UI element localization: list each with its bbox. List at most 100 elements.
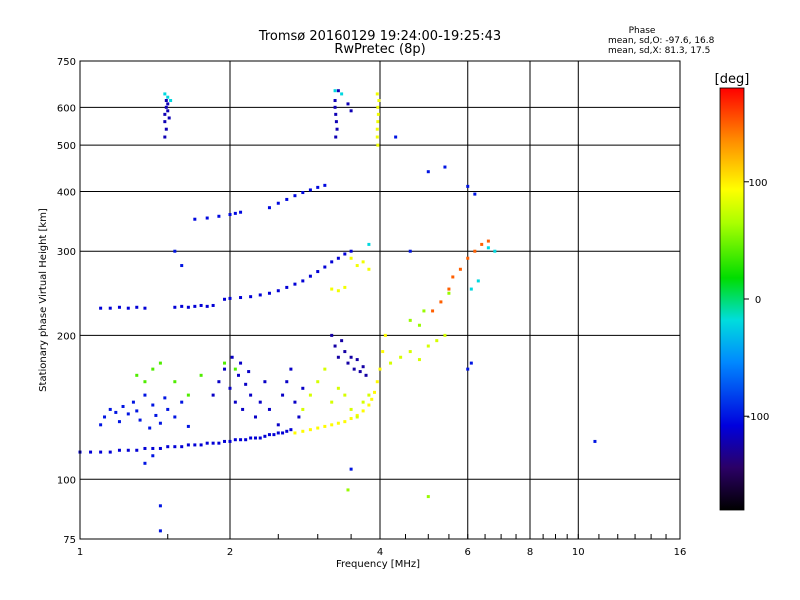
data-point xyxy=(267,433,271,437)
data-point xyxy=(323,265,327,269)
data-point xyxy=(180,400,184,404)
data-point xyxy=(293,194,297,198)
data-point xyxy=(343,350,347,354)
data-point xyxy=(163,396,167,400)
data-point xyxy=(228,296,232,300)
data-point xyxy=(223,367,227,371)
data-point xyxy=(330,260,334,264)
data-point xyxy=(163,120,167,124)
data-point xyxy=(333,99,337,103)
data-point xyxy=(355,415,359,419)
data-point xyxy=(223,297,227,301)
data-point xyxy=(193,304,197,308)
data-point xyxy=(336,256,340,260)
data-point xyxy=(199,373,203,377)
data-point xyxy=(447,287,451,291)
data-point xyxy=(253,436,257,440)
data-point xyxy=(389,361,393,365)
data-point xyxy=(108,450,112,454)
data-point xyxy=(228,386,232,390)
data-point xyxy=(163,92,167,96)
data-point xyxy=(180,445,184,449)
data-point xyxy=(217,214,221,218)
data-point xyxy=(199,443,203,447)
data-point xyxy=(289,428,293,432)
data-point xyxy=(272,433,276,437)
data-point xyxy=(334,112,338,116)
data-point xyxy=(166,407,170,411)
data-points xyxy=(78,89,597,533)
data-point xyxy=(316,185,320,189)
y-tick-label: 100 xyxy=(57,475,76,486)
data-point xyxy=(323,367,327,371)
data-point xyxy=(316,426,320,430)
data-point xyxy=(473,192,477,196)
phase-info-x: mean, sd,X: 81.3, 17.5 xyxy=(608,46,710,56)
data-point xyxy=(138,418,142,422)
data-point xyxy=(422,309,426,313)
data-point xyxy=(199,303,203,307)
data-point xyxy=(346,102,350,106)
colorbar-ticks: 100 0 -100 xyxy=(744,178,769,423)
data-point xyxy=(466,256,470,260)
data-point xyxy=(143,461,147,465)
data-point xyxy=(285,380,289,384)
data-point xyxy=(158,504,162,508)
data-point xyxy=(131,400,135,404)
data-point xyxy=(148,426,152,430)
data-point xyxy=(223,361,227,365)
data-point xyxy=(370,397,374,401)
data-point xyxy=(205,304,209,308)
data-point xyxy=(493,249,497,253)
data-point xyxy=(334,120,338,124)
data-point xyxy=(228,213,232,217)
data-point xyxy=(276,201,280,205)
data-point xyxy=(343,420,347,424)
data-point xyxy=(373,390,377,394)
data-point xyxy=(486,239,490,243)
data-point xyxy=(361,400,365,404)
data-point xyxy=(258,400,262,404)
data-point xyxy=(355,413,359,417)
y-tick-label: 400 xyxy=(57,187,76,198)
data-point xyxy=(469,287,473,291)
y-tick-label: 75 xyxy=(63,535,76,546)
y-tick-label: 600 xyxy=(57,103,76,114)
y-tick-label: 500 xyxy=(57,141,76,152)
data-point xyxy=(375,380,379,384)
data-point xyxy=(166,109,170,113)
data-point xyxy=(451,275,455,279)
data-point xyxy=(375,135,379,139)
data-point xyxy=(431,309,435,313)
data-point xyxy=(205,441,209,445)
data-point xyxy=(285,429,289,433)
data-point xyxy=(447,291,451,295)
data-point xyxy=(399,355,403,359)
data-point xyxy=(349,109,353,113)
data-point xyxy=(383,333,387,337)
data-point xyxy=(186,424,190,428)
data-point xyxy=(253,415,257,419)
data-point xyxy=(126,306,130,310)
data-point xyxy=(276,431,280,435)
data-point xyxy=(166,95,170,99)
data-point xyxy=(233,400,237,404)
data-point xyxy=(336,89,340,93)
data-point xyxy=(466,184,470,188)
data-point xyxy=(186,305,190,309)
data-point xyxy=(154,413,158,417)
data-point xyxy=(330,287,334,291)
data-point xyxy=(426,170,430,174)
data-point xyxy=(343,285,347,289)
data-point xyxy=(173,380,177,384)
data-point xyxy=(276,423,280,427)
data-point xyxy=(473,249,477,253)
data-point xyxy=(297,415,301,419)
data-point xyxy=(244,438,248,442)
data-point xyxy=(439,300,443,304)
data-point xyxy=(267,206,271,210)
data-point xyxy=(167,116,171,120)
data-point xyxy=(330,423,334,427)
data-point xyxy=(426,495,430,499)
data-point xyxy=(333,344,337,348)
